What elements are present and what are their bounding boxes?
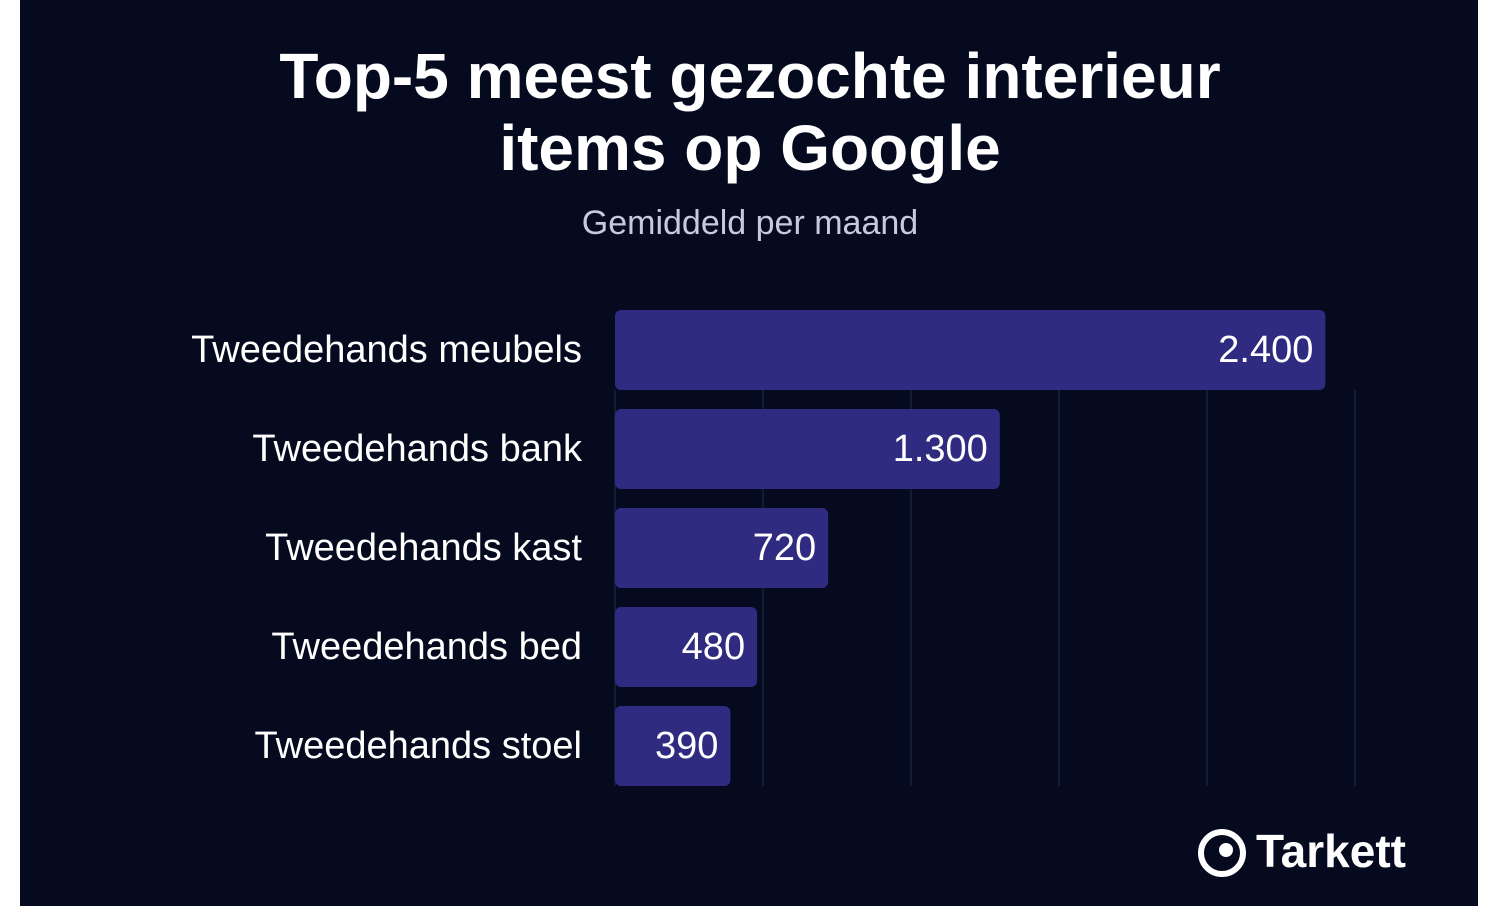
chart-title: Top-5 meest gezochte interieur items op … bbox=[279, 40, 1221, 184]
category-label: Tweedehands meubels bbox=[191, 329, 582, 371]
chart-subtitle: Gemiddeld per maand bbox=[581, 204, 919, 242]
value-label: 480 bbox=[682, 626, 745, 668]
value-label: 720 bbox=[753, 527, 816, 569]
category-label: Tweedehands stoel bbox=[255, 725, 582, 767]
bar bbox=[615, 607, 758, 687]
category-label: Tweedehands bank bbox=[252, 428, 583, 470]
logo-icon bbox=[1198, 829, 1246, 877]
brand-logo: Tarkett bbox=[1256, 825, 1406, 877]
logo-dot bbox=[1219, 843, 1233, 857]
category-label: Tweedehands kast bbox=[265, 527, 582, 569]
value-label: 1.300 bbox=[893, 428, 988, 470]
bar bbox=[615, 706, 731, 786]
value-label: 2.400 bbox=[1218, 329, 1313, 371]
bar bbox=[615, 409, 1000, 489]
bar bbox=[615, 310, 1326, 390]
value-label: 390 bbox=[655, 725, 718, 767]
category-label: Tweedehands bed bbox=[271, 626, 582, 668]
logo-ring bbox=[1198, 829, 1246, 877]
bar bbox=[615, 508, 829, 588]
